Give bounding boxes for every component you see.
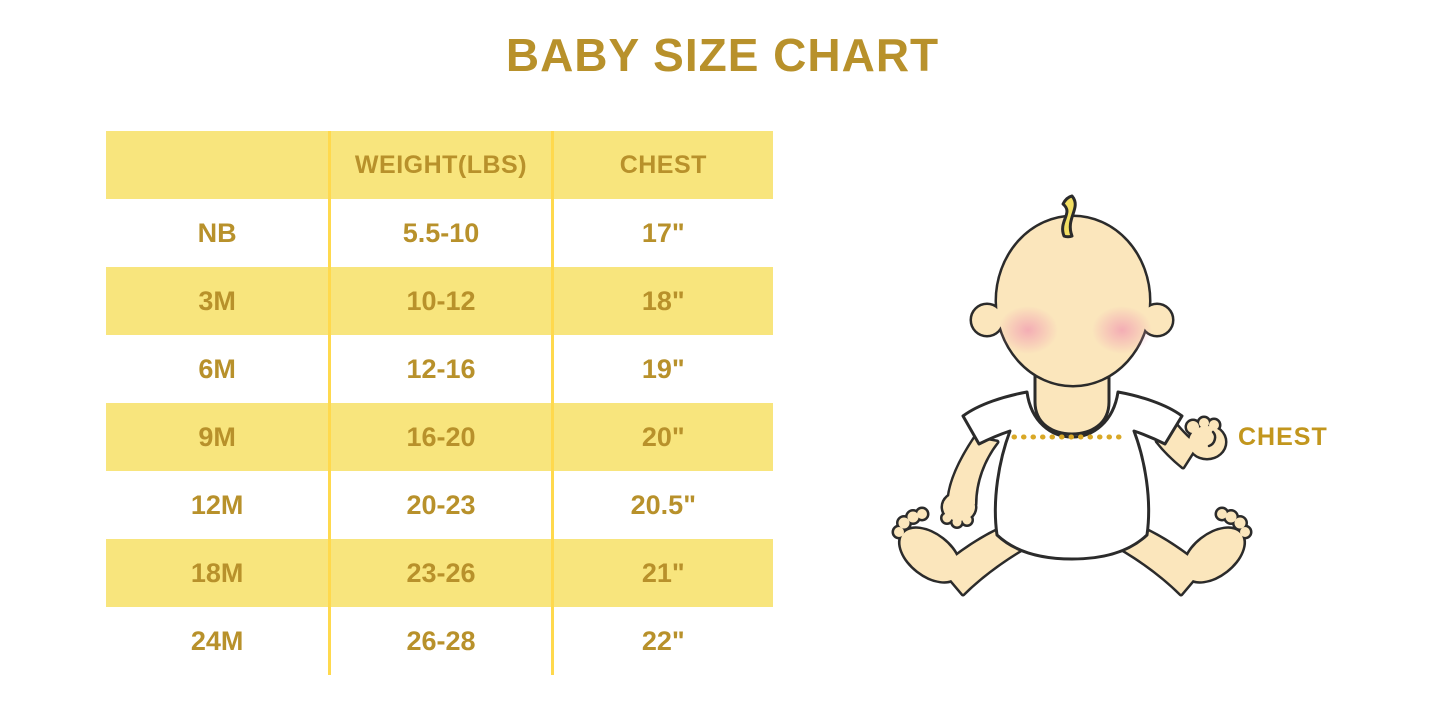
table-row: 3M 10-12 18"	[106, 267, 773, 335]
table-cell: 17"	[550, 199, 773, 267]
table-cell: 3M	[198, 285, 236, 316]
baby-neck	[1033, 368, 1111, 436]
table-cell: 26-28	[328, 607, 550, 675]
size-table: WEIGHT(LBS) CHEST NB 5.5-10 17" 3M 10-12 18" 6M 1…	[106, 131, 773, 675]
table-cell: 20"	[550, 403, 773, 471]
table-cell: 18"	[550, 267, 773, 335]
table-cell: 24M	[190, 625, 244, 656]
table-cell: 21"	[550, 539, 773, 607]
table-cell: 6M	[198, 353, 236, 384]
table-row: 6M 12-16 19"	[106, 335, 773, 403]
table-cell: 20.5"	[550, 471, 773, 539]
baby-left-arm	[940, 435, 1000, 529]
baby-hair-curl	[1061, 194, 1077, 239]
table-header-cell	[106, 131, 328, 199]
baby-head	[969, 214, 1175, 388]
table-cell: 10-12	[328, 267, 550, 335]
baby-blush-right	[1092, 306, 1152, 354]
table-cell: 22"	[550, 607, 773, 675]
table-row: 12M 20-23 20.5"	[106, 471, 773, 539]
table-cell: NB	[197, 217, 237, 248]
baby-illustration	[875, 180, 1335, 610]
table-row: 18M 23-26 21"	[106, 539, 773, 607]
table-header-cell: WEIGHT(LBS)	[328, 131, 550, 199]
table-header-cell: CHEST	[550, 131, 773, 199]
table-row: 24M 26-28 22"	[106, 607, 773, 675]
table-cell: 16-20	[328, 403, 550, 471]
table-cell: 12M	[190, 489, 244, 520]
table-cell: 18M	[190, 557, 244, 588]
table-cell: 9M	[198, 421, 236, 452]
page-title: BABY SIZE CHART	[505, 29, 940, 81]
table-cell: 20-23	[328, 471, 550, 539]
table-cell: 19"	[550, 335, 773, 403]
table-cell: 5.5-10	[328, 199, 550, 267]
table-cell: 12-16	[328, 335, 550, 403]
baby-blush-left	[998, 306, 1058, 354]
table-header-row: WEIGHT(LBS) CHEST	[106, 131, 773, 199]
table-cell: 23-26	[328, 539, 550, 607]
baby-torso	[961, 390, 1184, 561]
table-row: 9M 16-20 20"	[106, 403, 773, 471]
table-row: NB 5.5-10 17"	[106, 199, 773, 267]
chest-label: CHEST	[1238, 423, 1328, 451]
